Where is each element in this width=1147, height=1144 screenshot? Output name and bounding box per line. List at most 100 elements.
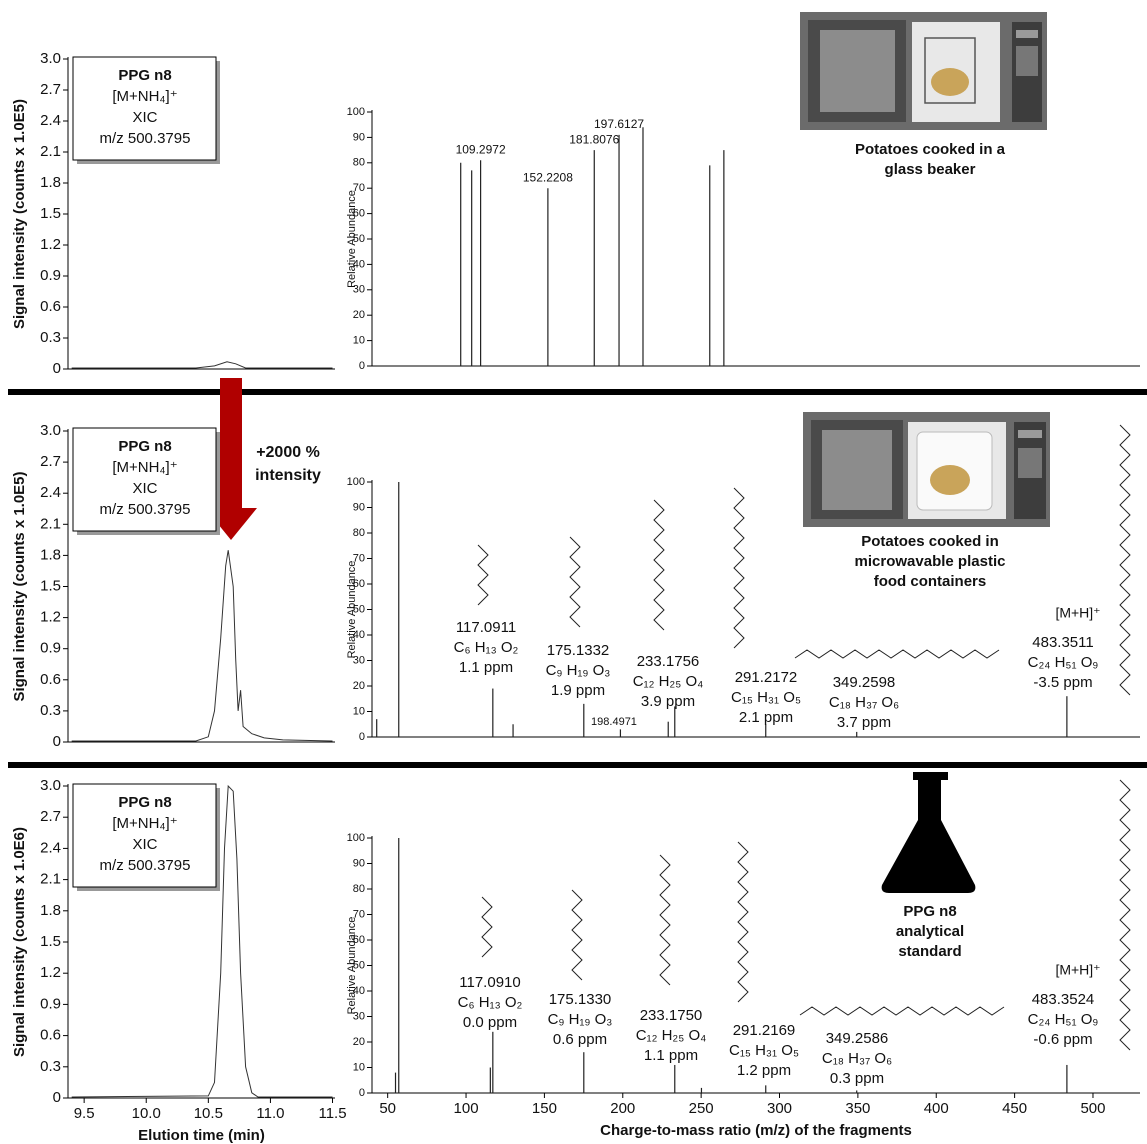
structure xyxy=(800,1007,1004,1015)
ppm-label: 2.1 ppm xyxy=(739,709,793,726)
x-tick-label: 9.5 xyxy=(74,1105,95,1122)
x-tick-label: 350 xyxy=(845,1100,870,1117)
annotation-line: m/z 500.3795 xyxy=(100,857,191,874)
y-tick-label: 20 xyxy=(353,1036,365,1048)
caption-line: standard xyxy=(898,943,961,960)
ppm-label: 0.0 ppm xyxy=(463,1014,517,1031)
peak-mz-label: 181.8076 xyxy=(569,132,619,146)
formula-label: C₉ H₁₉ O₃ xyxy=(546,662,611,679)
peak-mz-label: 175.1330 xyxy=(549,991,612,1008)
x-tick-label: 300 xyxy=(767,1100,792,1117)
y-tick-label: 2.4 xyxy=(40,112,61,129)
peak-mz-label: 349.2598 xyxy=(833,674,896,691)
x-tick-label: 10.5 xyxy=(194,1105,223,1122)
x-tick-label: 11.0 xyxy=(256,1105,284,1122)
y-tick-label: 0 xyxy=(53,733,61,750)
y-tick-label: 1.2 xyxy=(40,964,61,981)
structure xyxy=(482,897,492,957)
ppm-label: 1.1 ppm xyxy=(644,1047,698,1064)
y-tick-label: 0.6 xyxy=(40,298,61,315)
annotation-line: [M+NH₄]⁺ xyxy=(112,88,177,105)
peak-mz-label: 198.4971 xyxy=(591,716,637,728)
structure xyxy=(795,650,999,658)
y-tick-label: 0 xyxy=(359,360,365,372)
y-tick-label: 2.4 xyxy=(40,484,61,501)
y-tick-label: 100 xyxy=(347,106,365,118)
structure xyxy=(478,545,488,605)
xic-trace xyxy=(72,362,333,368)
peak-mz-label: 483.3511 xyxy=(1032,634,1093,651)
microwave-plastic xyxy=(803,412,1050,527)
y-tick-label: 1.5 xyxy=(40,577,61,594)
y-tick-label: 1.8 xyxy=(40,174,61,191)
y-tick-label: 0.3 xyxy=(40,329,61,346)
figure: 0 0.3 0.6 0.9 1.2 1.5 1.8 2.1 2.4 2.7 3.0 Signal in… xyxy=(0,0,1147,1144)
y-axis-label: Signal intensity (counts x 1.0E5) xyxy=(11,99,28,329)
annotation-line: m/z 500.3795 xyxy=(100,130,191,147)
arrow-label: intensity xyxy=(255,467,321,484)
caption-line: glass beaker xyxy=(885,161,976,178)
formula-label: C₁₈ H₃₇ O₆ xyxy=(822,1050,892,1067)
y-tick-label: 1.8 xyxy=(40,546,61,563)
formula-label: C₁₅ H₃₁ O₅ xyxy=(729,1042,799,1059)
x-tick-label: 450 xyxy=(1002,1100,1027,1117)
y-tick-label: 0.9 xyxy=(40,995,61,1012)
y-tick-label: 2.1 xyxy=(40,143,61,160)
ppm-label: 1.1 ppm xyxy=(459,659,513,676)
y-tick-label: 2.1 xyxy=(40,871,61,888)
peak-mz-label: 291.2172 xyxy=(735,669,798,686)
ppm-label: 1.9 ppm xyxy=(551,682,605,699)
y-tick-label: 0.9 xyxy=(40,640,61,657)
y-axis-label: Signal intensity (counts x 1.0E5) xyxy=(11,471,28,701)
y-tick-label: 80 xyxy=(353,883,365,895)
x-tick-label: 150 xyxy=(532,1100,557,1117)
y-tick-label: 0.3 xyxy=(40,702,61,719)
x-tick-label: 500 xyxy=(1080,1100,1105,1117)
structure xyxy=(1120,425,1130,695)
structure xyxy=(660,855,670,985)
peak-mz-label: 175.1332 xyxy=(547,642,610,659)
xic-trace xyxy=(72,550,333,741)
annotation-line: PPG n8 xyxy=(118,67,171,84)
annotation-line: [M+NH₄]⁺ xyxy=(112,459,177,476)
peak-mz-label: 117.0910 xyxy=(459,974,520,991)
peak-mz-label: 233.1750 xyxy=(640,1007,703,1024)
ppm-label: 0.6 ppm xyxy=(553,1031,607,1048)
annotation-line: PPG n8 xyxy=(118,438,171,455)
ppm-label: 1.2 ppm xyxy=(737,1062,791,1079)
y-tick-label: 2.4 xyxy=(40,839,61,856)
formula-label: C₂₄ H₅₁ O₉ xyxy=(1028,654,1099,671)
y-tick-label: 1.2 xyxy=(40,609,61,626)
y-tick-label: 3.0 xyxy=(40,422,61,439)
y-tick-label: 3.0 xyxy=(40,777,61,794)
ppm-label: 0.3 ppm xyxy=(830,1070,884,1087)
y-tick-label: 90 xyxy=(353,131,365,143)
y-tick-label: 20 xyxy=(353,309,365,321)
y-tick-label: 10 xyxy=(353,1061,365,1073)
caption-line: PPG n8 xyxy=(903,903,956,920)
formula-label: C₆ H₁₃ O₂ xyxy=(454,639,519,656)
caption-line: analytical xyxy=(896,923,964,940)
x-tick-label: 100 xyxy=(454,1100,479,1117)
peak-mz-label: 117.0911 xyxy=(456,619,516,636)
peak-mz-label: 233.1756 xyxy=(637,653,700,670)
structure xyxy=(570,537,580,627)
x-tick-label: 250 xyxy=(689,1100,714,1117)
y-tick-label: 2.7 xyxy=(40,808,61,825)
peak-mz-label: 197.6127 xyxy=(594,117,644,131)
annotation-line: XIC xyxy=(132,480,157,497)
flask-icon xyxy=(882,772,976,893)
structure xyxy=(572,890,582,980)
y-tick-label: 0 xyxy=(359,731,365,743)
structure xyxy=(738,842,748,1002)
caption-line: Potatoes cooked in xyxy=(861,533,999,550)
formula-label: C₁₈ H₃₇ O₆ xyxy=(829,694,899,711)
y-tick-label: 1.2 xyxy=(40,236,61,253)
x-tick-label: 200 xyxy=(610,1100,635,1117)
x-axis-label: Charge-to-mass ratio (m/z) of the fragme… xyxy=(600,1122,912,1139)
y-tick-label: 0.6 xyxy=(40,671,61,688)
x-tick-label: 400 xyxy=(924,1100,949,1117)
formula-label: C₁₂ H₂₅ O₄ xyxy=(636,1027,707,1044)
y-tick-label: 0.3 xyxy=(40,1058,61,1075)
y-tick-label: 90 xyxy=(353,501,365,513)
